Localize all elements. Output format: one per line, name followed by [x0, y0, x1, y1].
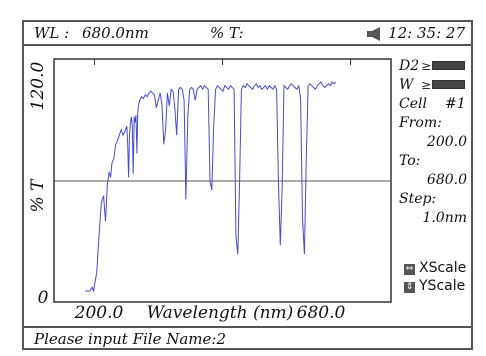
cell-row: Cell #1 [399, 95, 469, 114]
to-label: To: [399, 153, 421, 169]
w-lamp-arrow-icon: ≥ [421, 78, 432, 92]
step-value: 1.0nm [422, 210, 467, 226]
yscale-label: YScale [419, 278, 466, 294]
x-axis-label: Wavelength (nm) [147, 303, 294, 323]
from-label: From: [399, 115, 442, 131]
clock-time: 12: 35: 27 [388, 24, 465, 42]
wavelength-value: 680.0nm [82, 24, 149, 42]
x-tick-label-start: 200.0 [74, 303, 124, 323]
w-lamp-status-icon [432, 80, 465, 89]
cell-value: #1 [445, 96, 466, 112]
x-tick-label-end: 680.0 [297, 303, 346, 323]
y-tick-label-max: 120.0 [28, 61, 48, 110]
d2-lamp-row: D2 ≥ [399, 57, 469, 76]
d2-lamp-arrow-icon: ≥ [421, 59, 432, 73]
w-lamp-label: W [399, 77, 414, 93]
xscale-label: XScale [419, 260, 467, 276]
xscale-control[interactable]: ⇔ XScale [404, 260, 466, 276]
speaker-icon [367, 27, 380, 41]
y-tick-label-min: 0 [38, 288, 49, 308]
yscale-control[interactable]: ⇕ YScale [404, 278, 465, 294]
instrument-screen: WL : 680.0nm % T: 12: 35: 27 200.0 680.0 W… [22, 20, 473, 350]
filename-prompt: Please input File Name:2 [34, 330, 226, 348]
d2-lamp-label: D2 [399, 58, 420, 74]
cell-label: Cell [399, 96, 427, 112]
step-label: Step: [399, 191, 437, 207]
w-lamp-row: W ≥ [399, 76, 469, 95]
from-value: 200.0 [426, 134, 467, 150]
yscale-arrows-icon: ⇕ [404, 282, 415, 293]
transmittance-label: % T: [210, 24, 244, 42]
spectrum-plot-area: 200.0 680.0 Wavelength (nm) 0 120.0% T [24, 46, 471, 326]
to-value: 680.0 [426, 172, 467, 188]
d2-lamp-status-icon [432, 61, 465, 70]
prompt-bar: Please input File Name:2 [24, 326, 471, 350]
y-axis-label: % T [28, 178, 48, 213]
xscale-arrows-icon: ⇔ [404, 264, 415, 275]
wavelength-label: WL : [34, 24, 70, 42]
spectrum-trace [85, 81, 337, 293]
side-panel: D2 ≥ W ≥ Cell #1 From: 200.0 To: 680.0 S… [399, 57, 469, 228]
status-bar: WL : 680.0nm % T: 12: 35: 27 [24, 22, 471, 46]
